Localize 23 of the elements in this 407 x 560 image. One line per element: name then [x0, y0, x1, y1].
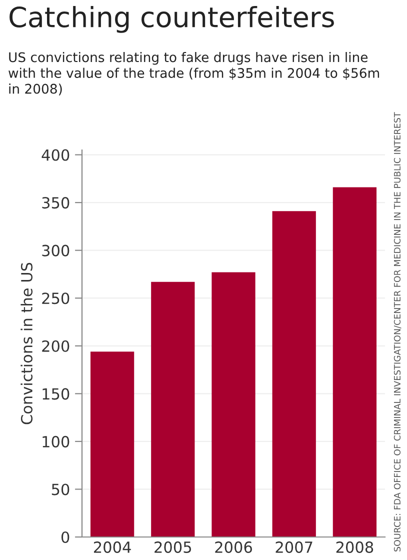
y-tick-label: 150 — [42, 388, 70, 400]
chart-title: Catching counterfeiters — [10, 6, 334, 33]
y-tick-label: 300 — [42, 244, 70, 256]
bar — [272, 211, 316, 537]
x-tick-label: 2007 — [276, 541, 312, 553]
y-tick-label: 200 — [42, 340, 70, 352]
x-tick-label: 2008 — [336, 541, 374, 553]
x-tick-label: 2005 — [154, 541, 192, 553]
bar — [332, 187, 377, 537]
x-tick-label: 2004 — [94, 541, 131, 553]
y-tick-label: 50 — [52, 484, 70, 496]
y-tick-label: 100 — [42, 436, 70, 448]
y-axis-title: Convictions in the US — [20, 262, 33, 424]
y-tick-label: 400 — [42, 149, 70, 161]
y-tick-label: 0 — [61, 531, 70, 544]
source-note: SOURCE: FDA OFFICE OF CRIMINAL INVESTIGATION/CENTER FOR MEDICINE IN THE PUBLIC INTEREST — [394, 112, 402, 552]
bar — [90, 352, 134, 537]
bar — [212, 272, 256, 537]
y-tick-label: 350 — [42, 197, 70, 209]
y-tick-label: 250 — [42, 292, 70, 304]
chart-subtitle: US convictions relating to fake drugs have risen in line with the value of the trade (from $35m in 2004 to $56m in 2008) — [8, 52, 380, 96]
bar — [151, 282, 195, 537]
x-tick-label: 2006 — [215, 541, 252, 553]
